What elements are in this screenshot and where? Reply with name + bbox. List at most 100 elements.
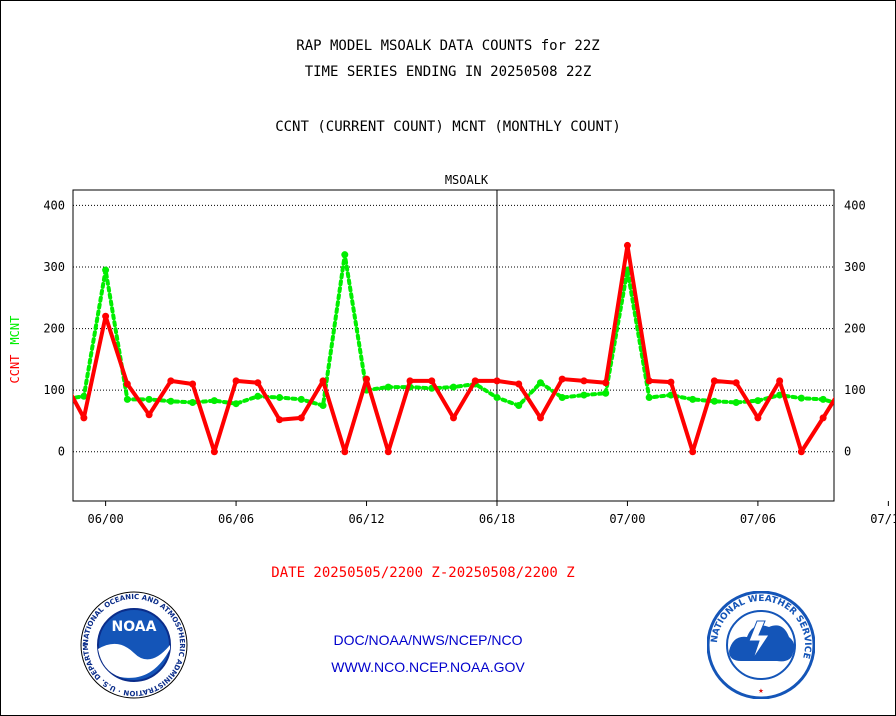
y-axis-label-ccnt: CCNT xyxy=(8,355,22,384)
data-point-mcnt xyxy=(493,394,501,402)
series-ccnt xyxy=(59,239,892,456)
data-point-ccnt xyxy=(623,241,631,249)
x-tick-label: 06/00 xyxy=(88,512,124,526)
data-point-ccnt xyxy=(471,377,479,385)
data-point-ccnt xyxy=(319,377,327,385)
y-tick-label-left: 400 xyxy=(43,198,65,212)
data-point-mcnt xyxy=(602,389,610,397)
data-point-mcnt xyxy=(580,391,588,399)
y-tick-label-right: 100 xyxy=(844,383,866,397)
x-tick-label: 07/00 xyxy=(609,512,645,526)
y-tick-label-right: 300 xyxy=(844,260,866,274)
date-range: DATE 20250505/2200 Z-20250508/2200 Z xyxy=(271,565,575,581)
data-point-ccnt xyxy=(189,380,197,388)
x-tick-label: 07/12 xyxy=(870,512,896,526)
y-tick-label-left: 0 xyxy=(58,445,65,459)
noaa-logo: NATIONAL OCEANIC AND ATMOSPHERIC ADMINIS… xyxy=(80,591,188,699)
data-point-ccnt xyxy=(167,377,175,385)
data-point-mcnt xyxy=(558,394,566,402)
footer-org-path: DOC/NOAA/NWS/NCEP/NCO xyxy=(333,632,523,648)
data-point-ccnt xyxy=(210,448,218,456)
svg-text:★: ★ xyxy=(758,686,764,696)
plot-area xyxy=(72,189,835,502)
data-point-ccnt xyxy=(297,414,305,422)
series-line-ccnt xyxy=(73,243,834,454)
data-point-mcnt xyxy=(732,398,740,406)
data-point-mcnt xyxy=(885,387,892,394)
data-point-mcnt xyxy=(123,395,131,403)
data-point-ccnt xyxy=(59,374,66,381)
data-point-ccnt xyxy=(536,414,544,422)
data-point-ccnt xyxy=(797,448,805,456)
data-point-ccnt xyxy=(80,414,88,422)
data-point-mcnt xyxy=(384,383,392,391)
data-point-mcnt xyxy=(102,266,110,274)
svg-text:NOAA: NOAA xyxy=(112,619,157,635)
x-tick-label: 07/06 xyxy=(740,512,776,526)
data-point-mcnt xyxy=(189,398,197,406)
y-tick-label-left: 300 xyxy=(43,260,65,274)
data-point-mcnt xyxy=(710,397,718,405)
data-point-ccnt xyxy=(232,377,240,385)
y-tick-label-right: 0 xyxy=(844,445,851,459)
data-point-ccnt xyxy=(123,380,131,388)
data-point-ccnt xyxy=(515,380,523,388)
chart-legend-description: CCNT (CURRENT COUNT) MCNT (MONTHLY COUNT… xyxy=(275,119,621,135)
y-tick-label-right: 200 xyxy=(844,322,866,336)
data-point-ccnt xyxy=(428,377,436,385)
y-tick-label-left: 200 xyxy=(43,322,65,336)
chart-subtitle-time: TIME SERIES ENDING IN 20250508 22Z xyxy=(304,64,592,80)
y-tick-label-left: 100 xyxy=(43,383,65,397)
series-line-mcnt xyxy=(73,252,834,408)
data-point-ccnt xyxy=(885,239,892,246)
data-point-mcnt xyxy=(819,395,827,403)
data-point-ccnt xyxy=(102,312,110,320)
data-point-mcnt xyxy=(167,397,175,405)
data-point-ccnt xyxy=(341,448,349,456)
data-point-ccnt xyxy=(363,375,371,383)
data-point-mcnt xyxy=(254,392,262,400)
x-tick-label: 06/12 xyxy=(348,512,384,526)
data-point-mcnt xyxy=(797,394,805,402)
data-point-ccnt xyxy=(145,411,153,419)
data-point-ccnt xyxy=(754,414,762,422)
data-point-mcnt xyxy=(341,251,349,259)
data-point-ccnt xyxy=(384,448,392,456)
series-mcnt xyxy=(73,251,892,410)
data-point-ccnt xyxy=(406,377,414,385)
x-tick-label: 06/06 xyxy=(218,512,254,526)
data-point-mcnt xyxy=(319,402,327,410)
data-point-ccnt xyxy=(450,414,457,422)
data-point-ccnt xyxy=(776,377,784,385)
data-point-mcnt xyxy=(297,395,305,403)
data-point-mcnt xyxy=(689,395,697,403)
data-point-ccnt xyxy=(602,379,610,387)
data-point-mcnt xyxy=(232,400,240,408)
data-point-mcnt xyxy=(80,392,88,400)
data-point-ccnt xyxy=(558,375,566,383)
nws-logo: NATIONAL WEATHER SERVICE ★ xyxy=(707,591,815,699)
data-point-ccnt xyxy=(254,379,262,387)
data-point-ccnt xyxy=(580,377,588,385)
y-tick-label-right: 400 xyxy=(844,198,866,212)
data-point-mcnt xyxy=(276,394,284,402)
data-point-mcnt xyxy=(145,395,153,403)
footer-website: WWW.NCO.NCEP.NOAA.GOV xyxy=(331,659,525,675)
data-point-mcnt xyxy=(536,379,544,387)
data-point-ccnt xyxy=(667,378,675,386)
data-point-mcnt xyxy=(515,402,523,410)
data-point-mcnt xyxy=(841,402,848,409)
data-point-ccnt xyxy=(732,379,740,387)
data-point-ccnt xyxy=(819,414,827,422)
chart-subtitle: MSOALK xyxy=(445,173,489,187)
data-point-mcnt xyxy=(450,383,457,391)
data-point-ccnt xyxy=(276,416,284,424)
data-point-mcnt xyxy=(210,397,218,405)
data-point-ccnt xyxy=(645,377,653,385)
data-point-ccnt xyxy=(689,448,697,456)
y-axis-label: CCNT MCNT xyxy=(8,316,22,384)
data-point-ccnt xyxy=(710,377,718,385)
chart-title: RAP MODEL MSOALK DATA COUNTS for 22Z xyxy=(296,38,600,54)
data-point-ccnt xyxy=(493,377,501,385)
